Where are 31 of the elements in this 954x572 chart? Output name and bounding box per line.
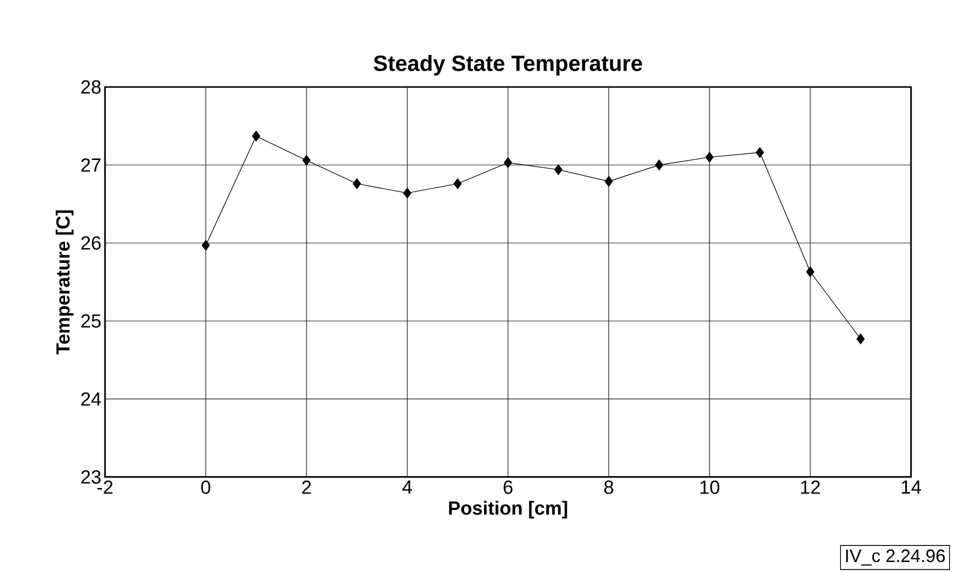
x-tick-label: 0	[201, 480, 210, 494]
x-tick-label: 8	[604, 480, 614, 494]
point	[604, 176, 613, 187]
point	[252, 130, 260, 142]
x-tick-label: 14	[902, 480, 921, 494]
y-tick-label: 24	[81, 392, 101, 406]
y-tick-label: 28	[81, 80, 101, 94]
y-tick-label: 26	[81, 236, 101, 250]
point	[202, 240, 210, 251]
text: IV_c 2.24.96	[846, 549, 945, 566]
point	[504, 157, 512, 168]
x-tick-label: 2	[302, 480, 311, 494]
point	[856, 334, 865, 344]
point	[403, 188, 412, 198]
x-axis-title: Position [cm]	[449, 500, 568, 519]
x-tick-label: 12	[801, 480, 820, 494]
x-tick-label: 4	[402, 480, 412, 494]
point	[655, 160, 664, 170]
point	[705, 152, 714, 163]
y-tick-label: 27	[81, 158, 101, 172]
point	[756, 147, 764, 158]
point	[454, 178, 462, 190]
y-axis-title: Temperature [C]	[56, 210, 74, 354]
x-tick-label: 10	[700, 480, 720, 494]
y-tick-label: 25	[81, 314, 101, 328]
x-tick-label: 6	[504, 480, 512, 494]
chart-title: Steady State Temperature	[374, 54, 642, 76]
point	[806, 266, 814, 278]
point	[352, 178, 361, 190]
point	[302, 154, 311, 166]
point	[554, 164, 562, 176]
